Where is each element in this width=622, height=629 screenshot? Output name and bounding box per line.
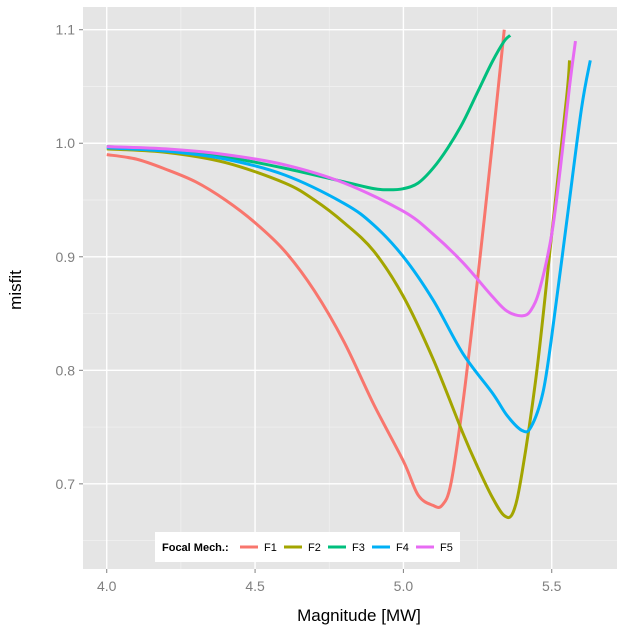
major-grid: [83, 7, 617, 569]
legend-title: Focal Mech.:: [162, 542, 229, 554]
x-axis-title: Magnitude [MW]: [297, 606, 421, 625]
x-tick-label: 4.0: [97, 578, 117, 594]
legend-label-f5: F5: [440, 542, 453, 554]
legend-label-f2: F2: [308, 542, 321, 554]
series-line-f2: [106, 60, 572, 520]
x-axis-ticks: 4.0 4.5 5.0 5.5: [97, 569, 562, 594]
y-tick-label: 1.0: [56, 135, 76, 151]
x-tick-label: 5.5: [542, 578, 562, 594]
legend-label-f4: F4: [396, 542, 409, 554]
series-line-f4: [106, 60, 592, 434]
y-axis-title: misfit: [6, 270, 25, 310]
series-line-f1: [106, 29, 506, 509]
series-line-f5: [106, 40, 577, 318]
legend-label-f1: F1: [264, 542, 277, 554]
x-tick-label: 5.0: [394, 578, 414, 594]
y-tick-label: 0.8: [56, 362, 76, 378]
legend-box: [155, 532, 460, 562]
y-tick-label: 0.9: [56, 249, 76, 265]
plot-panel: [83, 7, 617, 569]
y-tick-label: 1.1: [56, 22, 76, 38]
legend: Focal Mech.: F1 F2 F3 F4 F5: [155, 532, 460, 562]
x-tick-label: 4.5: [245, 578, 265, 594]
y-axis-ticks: 0.7 0.8 0.9 1.0 1.1: [56, 22, 83, 492]
series-lines: [106, 29, 592, 520]
series-line-f3: [106, 34, 512, 192]
y-tick-label: 0.7: [56, 476, 76, 492]
legend-label-f3: F3: [352, 542, 365, 554]
